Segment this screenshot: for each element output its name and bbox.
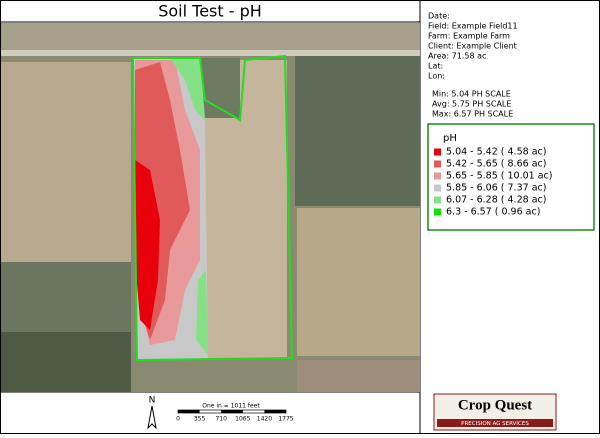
- legend-swatch: [434, 148, 441, 156]
- scale-caption: One in = 1011 feet: [202, 403, 260, 410]
- legend-swatch: [434, 184, 441, 192]
- scale-segment: [221, 410, 243, 413]
- legend-title: pH: [443, 133, 457, 144]
- logo-tagline: PRECISION AG SERVICES: [461, 421, 529, 427]
- north-arrow: [147, 405, 157, 430]
- aerial-map: [1, 23, 420, 392]
- legend-label: 5.85 - 6.06 ( 7.37 ac): [446, 183, 546, 194]
- info-line: Farm: Example Farm: [428, 32, 510, 41]
- scale-tick-label: 1775: [278, 416, 293, 423]
- info-line: Client: Example Client: [428, 42, 517, 51]
- legend-label: 5.65 - 5.85 ( 10.01 ac): [446, 171, 553, 182]
- scale-tick-label: 1420: [257, 416, 272, 423]
- logo-name: Crop Quest: [458, 397, 532, 413]
- scale-tick-label: 355: [194, 416, 206, 423]
- info-line: Field: Example Field11: [428, 22, 518, 31]
- stat-line: Avg: 5.75 PH SCALE: [432, 100, 511, 109]
- title: Soil Test - pH: [158, 2, 262, 21]
- legend-swatch: [434, 208, 441, 216]
- stat-line: Max: 6.57 PH SCALE: [432, 110, 513, 119]
- legend-label: 6.3 - 6.57 ( 0.96 ac): [446, 207, 540, 218]
- ph-zones: [133, 58, 208, 360]
- logo-band: [437, 419, 553, 427]
- info-line: Date:: [428, 12, 450, 21]
- legend-label: 5.04 - 5.42 ( 4.58 ac): [446, 147, 546, 158]
- scale-tick-label: 0: [176, 416, 180, 423]
- scale-tick-label: 1065: [235, 416, 250, 423]
- info-line: Lat:: [428, 62, 443, 71]
- north-label: N: [149, 396, 156, 406]
- legend: 5.04 - 5.42 ( 4.58 ac)5.42 - 5.65 ( 8.66…: [434, 147, 553, 218]
- field-boundary: [131, 54, 294, 362]
- legend-swatch: [434, 172, 441, 180]
- legend-swatch: [434, 160, 441, 168]
- info-line: Lon:: [428, 72, 445, 81]
- legend-label: 5.42 - 5.65 ( 8.66 ac): [446, 159, 546, 170]
- legend-swatch: [434, 196, 441, 204]
- legend-box: [427, 123, 595, 231]
- legend-label: 6.07 - 6.28 ( 4.28 ac): [446, 195, 546, 206]
- scale-tick-label: 710: [215, 416, 227, 423]
- scale-segment: [264, 410, 286, 413]
- stat-line: Min: 5.04 PH SCALE: [432, 90, 511, 99]
- scale-segment: [178, 410, 200, 413]
- scale-bar: 0 355 710 1065 1420 1775: [176, 409, 294, 423]
- info-line: Area: 71.58 ac: [428, 52, 486, 61]
